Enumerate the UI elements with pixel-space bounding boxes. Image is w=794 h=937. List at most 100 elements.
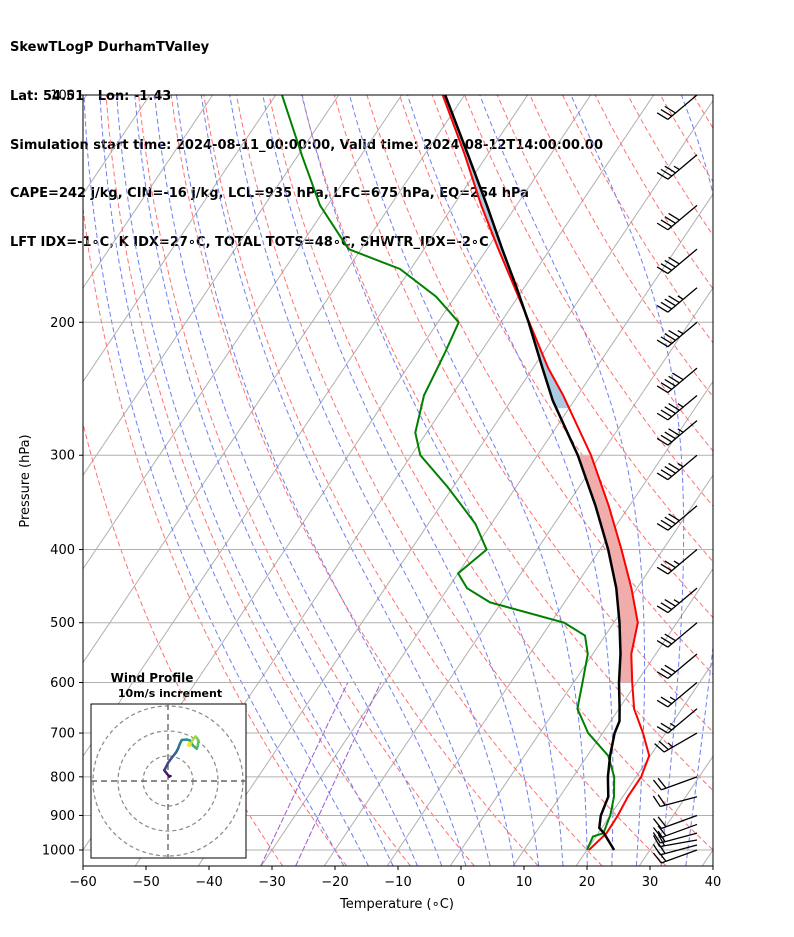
barb-flag <box>660 668 673 676</box>
barb-flag <box>664 378 676 387</box>
dry-adiabat-line <box>268 95 713 851</box>
barb-half <box>669 696 676 702</box>
barb-flag <box>654 743 665 753</box>
wind-barb <box>656 367 698 394</box>
isotherm-line <box>83 95 88 102</box>
barb-flag <box>656 726 669 734</box>
wind-barbs <box>652 94 698 864</box>
isotherm-line <box>260 193 713 866</box>
wind-barb <box>652 849 698 864</box>
x-tick-label: 20 <box>579 875 596 890</box>
profiles <box>281 95 651 851</box>
barb-flag <box>656 339 669 348</box>
wind-barb <box>656 549 698 575</box>
barb-half <box>669 722 676 728</box>
y-tick-label: 1000 <box>42 844 75 859</box>
dry-adiabat-line <box>170 95 539 866</box>
barb-flag <box>664 105 676 114</box>
barb-flag <box>668 256 680 265</box>
barb-flag <box>660 563 673 572</box>
hodograph-subtitle: 10m/s increment <box>118 687 222 700</box>
hodograph-plot <box>91 704 246 858</box>
barb-half <box>667 742 674 748</box>
barb-staff <box>667 94 698 120</box>
wind-barb <box>656 682 698 708</box>
wind-barb <box>656 154 698 180</box>
isotherm-line <box>83 95 403 570</box>
wind-barb <box>652 834 698 848</box>
wind-barb <box>652 794 698 808</box>
barb-flag <box>660 336 673 345</box>
barb-flag <box>652 795 661 807</box>
barb-flag <box>652 843 661 856</box>
barb-staff <box>660 832 698 844</box>
barb-staff <box>667 394 698 421</box>
parcel-line <box>444 95 622 851</box>
barb-flag <box>668 403 680 411</box>
cape-line: CAPE=242 j/kg, CIN=-16 j/kg, LCL=935 hPa… <box>10 186 529 202</box>
barb-flag <box>656 699 669 708</box>
barb-flag <box>660 469 673 477</box>
barb-flag <box>668 513 680 522</box>
barb-flag <box>664 664 676 673</box>
barb-flag <box>660 382 673 390</box>
moist-adiabat-line <box>99 95 369 866</box>
barb-staff <box>661 823 698 839</box>
wind-barb <box>654 732 698 753</box>
wind-barb <box>656 321 698 348</box>
wind-barb <box>652 814 698 830</box>
barb-staff <box>660 796 698 808</box>
wind-barb <box>652 830 698 844</box>
y-axis-label: Pressure (hPa) <box>18 434 33 527</box>
isotherm-line <box>512 568 713 866</box>
wind-barb <box>652 823 698 839</box>
barb-flag <box>656 605 669 614</box>
dry-adiabat-line <box>399 95 713 619</box>
barb-staff <box>667 587 698 614</box>
barb-flag <box>656 437 669 446</box>
barb-flag <box>656 472 669 481</box>
barb-flag <box>664 516 676 525</box>
barb-staff <box>667 682 698 708</box>
barb-flag <box>657 825 667 837</box>
wind-barb <box>656 287 698 313</box>
isotherm-line <box>83 95 214 289</box>
barb-flag <box>656 639 669 648</box>
barb-flag <box>668 462 680 471</box>
time-line: Simulation start time: 2024-08-11_00:00:… <box>10 137 603 153</box>
barb-flag <box>652 818 662 829</box>
x-tick-label: −10 <box>384 875 411 890</box>
barb-staff <box>667 505 698 531</box>
isotherm-line <box>701 849 713 866</box>
y-tick-label: 600 <box>50 676 75 691</box>
dry-adiabat-line <box>431 95 713 563</box>
mixing-ratio-line <box>295 682 382 866</box>
dry-adiabat-line <box>333 95 713 733</box>
barb-staff <box>659 839 698 848</box>
y-tick-label: 400 <box>50 543 75 558</box>
moist-adiabat-line <box>680 95 713 866</box>
barb-flag <box>652 852 662 864</box>
shade-region <box>442 95 570 409</box>
dry-adiabat-line <box>203 95 603 866</box>
barb-flag <box>660 722 673 731</box>
barb-flag <box>672 372 684 381</box>
dry-adiabat-line <box>659 95 713 183</box>
x-tick-label: −40 <box>195 875 222 890</box>
barb-staff <box>667 454 698 481</box>
moist-adiabat-line <box>479 95 646 866</box>
barb-flag <box>656 412 669 421</box>
barb-flag <box>656 523 669 531</box>
barb-flag <box>652 832 661 844</box>
barb-staff <box>663 732 698 753</box>
x-tick-label: −60 <box>69 875 96 890</box>
wind-barb <box>656 420 698 446</box>
barb-staff <box>667 622 698 648</box>
barb-flag <box>664 560 676 569</box>
mixing-ratio-line <box>260 682 349 866</box>
y-tick-label: 700 <box>50 727 75 742</box>
moist-adiabat-line <box>116 95 394 866</box>
moist-adiabat-line <box>349 95 588 866</box>
barb-staff <box>667 248 698 275</box>
barb-staff <box>667 204 698 231</box>
